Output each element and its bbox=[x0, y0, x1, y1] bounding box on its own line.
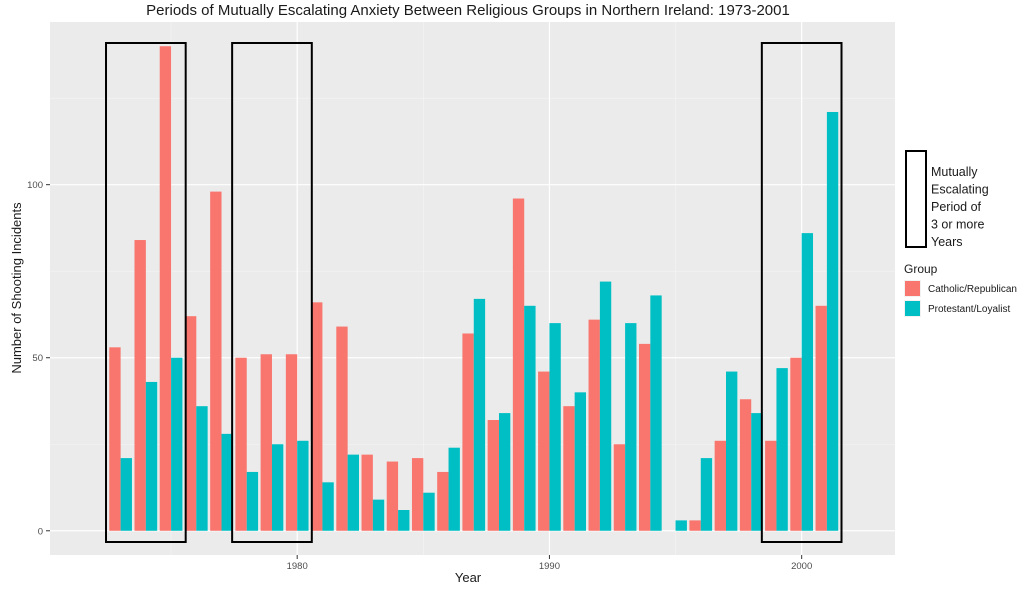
box-legend-line: Mutually bbox=[931, 165, 978, 179]
bar bbox=[473, 298, 486, 531]
bar bbox=[790, 357, 802, 531]
bar bbox=[524, 305, 536, 531]
box-legend-line: Years bbox=[931, 235, 963, 249]
bar bbox=[700, 458, 713, 531]
bar bbox=[437, 471, 449, 531]
highlight-box bbox=[760, 42, 843, 543]
bar bbox=[498, 413, 511, 531]
box-legend-key bbox=[905, 150, 927, 248]
bar bbox=[714, 440, 726, 531]
bar bbox=[613, 444, 626, 531]
y-axis-title: Number of Shooting Incidents bbox=[9, 202, 24, 374]
bar bbox=[549, 323, 561, 531]
bar bbox=[599, 281, 612, 531]
bar bbox=[235, 357, 247, 531]
highlight-box bbox=[105, 42, 187, 543]
bar bbox=[398, 510, 410, 531]
bar bbox=[347, 454, 359, 531]
highlight-boxes bbox=[105, 42, 843, 543]
bar bbox=[826, 111, 839, 531]
legend-key bbox=[905, 281, 920, 296]
bar bbox=[765, 440, 777, 531]
bar bbox=[423, 492, 435, 531]
highlight-box bbox=[231, 42, 313, 543]
bar bbox=[801, 233, 814, 531]
bar bbox=[120, 458, 132, 531]
bar bbox=[109, 347, 121, 531]
x-tick-label: 1980 bbox=[287, 561, 308, 572]
bar bbox=[196, 406, 208, 531]
bar bbox=[372, 499, 385, 531]
bar bbox=[563, 406, 575, 531]
bar bbox=[675, 520, 687, 531]
legend-label: Catholic/Republican bbox=[928, 284, 1017, 295]
bar bbox=[246, 471, 259, 531]
bar bbox=[462, 333, 474, 531]
legend-key bbox=[905, 301, 920, 316]
bar bbox=[322, 482, 334, 531]
bar bbox=[210, 191, 222, 531]
bar bbox=[221, 433, 233, 531]
x-axis: 1980 1990 2000 bbox=[287, 555, 812, 572]
bar bbox=[271, 444, 284, 531]
box-legend-line: 3 or more bbox=[931, 218, 985, 232]
chart-title: Periods of Mutually Escalating Anxiety B… bbox=[146, 2, 790, 19]
bar bbox=[739, 399, 752, 531]
y-axis: 0 50 100 bbox=[27, 180, 50, 537]
x-axis-title: Year bbox=[455, 570, 482, 585]
bar bbox=[134, 240, 146, 531]
group-legend: Group Catholic/Republican Protestant/Loya… bbox=[904, 262, 1017, 317]
bar bbox=[311, 302, 323, 531]
bar bbox=[574, 392, 587, 531]
bar bbox=[487, 420, 499, 531]
legend-label: Protestant/Loyalist bbox=[928, 304, 1010, 315]
bars bbox=[109, 46, 839, 531]
bar bbox=[751, 413, 763, 531]
bar bbox=[285, 354, 298, 531]
bar bbox=[650, 295, 662, 531]
bar bbox=[726, 371, 738, 531]
bar bbox=[538, 371, 550, 531]
box-legend: Mutually Escalating Period of 3 or more Year… bbox=[905, 150, 989, 249]
bar bbox=[689, 520, 701, 531]
legend-title: Group bbox=[904, 262, 938, 276]
bar bbox=[297, 440, 309, 531]
bar bbox=[336, 326, 348, 531]
bar bbox=[776, 368, 788, 531]
bar bbox=[625, 323, 637, 531]
x-tick-label: 1990 bbox=[539, 561, 560, 572]
bar bbox=[260, 354, 272, 531]
bar bbox=[361, 454, 373, 531]
bar bbox=[386, 461, 399, 531]
y-tick-label: 100 bbox=[27, 180, 43, 191]
bar bbox=[171, 357, 183, 531]
bar bbox=[411, 458, 424, 531]
bar bbox=[512, 198, 525, 531]
x-tick-label: 2000 bbox=[791, 561, 812, 572]
box-legend-line: Period of bbox=[931, 200, 982, 214]
bar bbox=[184, 316, 197, 531]
bar bbox=[815, 305, 827, 531]
box-legend-label: Mutually Escalating Period of 3 or more Year… bbox=[931, 165, 989, 249]
bar bbox=[588, 319, 600, 531]
box-legend-line: Escalating bbox=[931, 183, 989, 197]
bar bbox=[448, 447, 460, 531]
bar bbox=[159, 46, 172, 531]
bar bbox=[145, 381, 158, 531]
y-tick-label: 50 bbox=[32, 353, 43, 364]
y-tick-label: 0 bbox=[38, 526, 43, 537]
bar bbox=[638, 343, 651, 531]
